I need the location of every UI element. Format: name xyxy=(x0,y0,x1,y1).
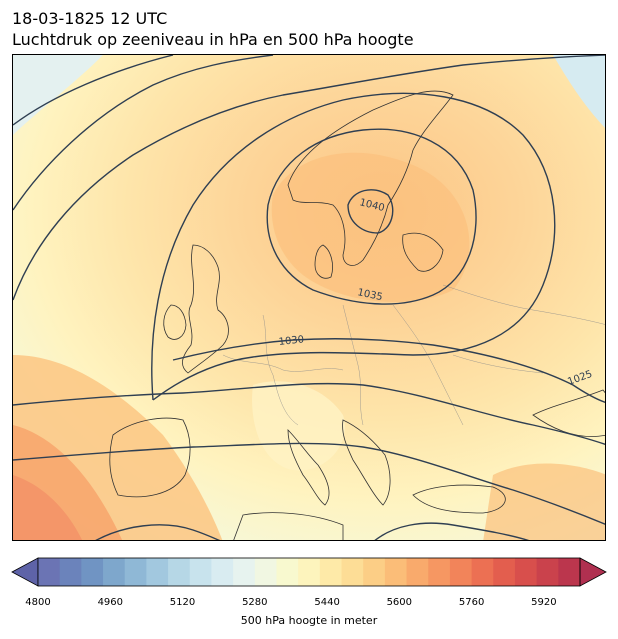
colorbar-segment xyxy=(558,558,581,586)
coast-north-africa xyxy=(233,512,344,540)
coast-denmark xyxy=(314,244,333,279)
colorbar xyxy=(11,557,607,587)
coast-iberia xyxy=(109,417,191,498)
colorbar-segment xyxy=(384,558,408,586)
map-panel: 1040 1035 1030 1025 xyxy=(12,54,606,541)
coast-scandinavia xyxy=(287,90,454,266)
border-2 xyxy=(262,314,299,426)
colorbar-segment xyxy=(189,558,212,586)
border-6 xyxy=(452,354,544,374)
colorbar-segment xyxy=(59,558,82,586)
isobar-1010 xyxy=(13,55,174,126)
coast-turkey xyxy=(412,484,506,514)
colorbar-tick-label: 4960 xyxy=(97,597,124,608)
isobar-1040 xyxy=(347,189,394,234)
height-band-sw-core xyxy=(13,475,82,540)
height-band-alps xyxy=(252,381,345,471)
isobar-1015-med xyxy=(374,522,530,540)
coast-finland xyxy=(402,232,444,272)
colorbar-extend-under xyxy=(11,557,39,587)
colorbar-label: 500 hPa hoogte in meter xyxy=(240,614,378,627)
colorbar-segment xyxy=(276,558,299,586)
coast-caspian xyxy=(532,389,605,437)
isobar-1025-ring xyxy=(151,92,556,401)
height-band-se xyxy=(483,463,605,540)
colorbar-tick-label: 5920 xyxy=(531,597,557,608)
colorbar-tick-label: 5120 xyxy=(169,597,196,608)
isobar-1015 xyxy=(13,55,274,211)
colorbar-segment xyxy=(146,558,169,586)
border-4 xyxy=(392,304,464,426)
coast-balkans xyxy=(342,419,391,506)
colorbar-segment xyxy=(406,558,429,586)
colorbar-segment xyxy=(38,558,61,586)
contour-label-1035: 1035 xyxy=(356,287,383,303)
coastlines xyxy=(109,90,605,540)
colorbar-segment xyxy=(449,558,473,586)
isobar-1025-south xyxy=(13,382,605,446)
colorbar-segment xyxy=(471,558,494,586)
colorbar-segment xyxy=(81,558,104,586)
isobar-1020-south xyxy=(13,442,605,525)
colorbar-tick-label: 5600 xyxy=(386,597,413,608)
colorbar-segment xyxy=(341,558,364,586)
coast-italy xyxy=(287,429,330,506)
height-band-nw xyxy=(13,55,103,135)
coast-uk xyxy=(182,244,229,374)
colorbar-tick-label: 5280 xyxy=(242,597,268,608)
colorbar-segment xyxy=(211,558,234,586)
colorbar-tick-label: 5440 xyxy=(314,597,340,608)
colorbar-segment xyxy=(233,558,256,586)
colorbar-segment xyxy=(298,558,321,586)
colorbar-segment xyxy=(428,558,451,586)
colorbar-segment xyxy=(319,558,343,586)
isobar-1015-iberia xyxy=(95,524,221,540)
colorbar-tick-label: 5760 xyxy=(458,597,485,608)
colorbar-extend-over xyxy=(579,557,607,587)
map-title-line2: Luchtdruk op zeeniveau in hPa en 500 hPa… xyxy=(12,30,414,49)
isobars xyxy=(13,55,605,540)
height-band-center xyxy=(271,152,470,302)
border-1 xyxy=(222,354,344,372)
colorbar-segment xyxy=(168,558,191,586)
colorbar-segment xyxy=(493,558,516,586)
national-borders xyxy=(222,284,605,426)
height-band-ne xyxy=(553,55,605,128)
colorbar-segment xyxy=(536,558,559,586)
border-3 xyxy=(342,304,364,426)
map-canvas: 1040 1035 1030 1025 xyxy=(13,55,605,540)
colorbar-segment xyxy=(124,558,147,586)
colorbar-segment xyxy=(363,558,386,586)
isobar-1020 xyxy=(13,55,605,301)
colorbar-segment xyxy=(514,558,538,586)
border-5 xyxy=(442,284,605,325)
colorbar-segment xyxy=(254,558,277,586)
isobar-1035 xyxy=(266,128,477,305)
isobar-1030 xyxy=(172,338,605,404)
colorbar-tick-label: 4800 xyxy=(25,597,51,608)
colorbar-segment xyxy=(103,558,126,586)
colorbar-frame xyxy=(37,557,581,587)
colorbar-segments xyxy=(11,557,607,587)
coast-ireland xyxy=(163,304,187,340)
map-title-line1: 18-03-1825 12 UTC xyxy=(12,9,168,28)
contour-label-1030: 1030 xyxy=(278,334,304,348)
